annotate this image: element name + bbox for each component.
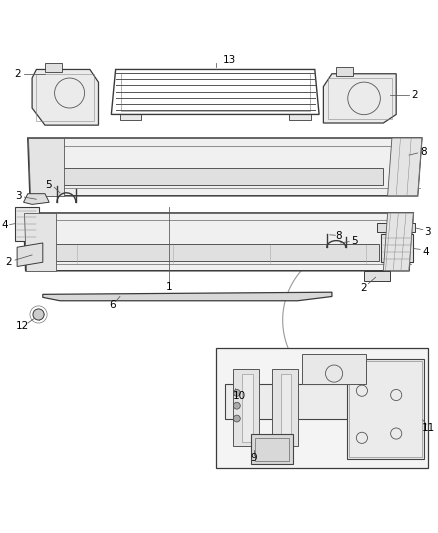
Circle shape (33, 309, 44, 320)
Text: 13: 13 (223, 55, 236, 65)
Text: 8: 8 (336, 231, 342, 241)
Text: 5: 5 (351, 236, 358, 246)
Bar (272, 369, 298, 447)
Text: 5: 5 (45, 180, 52, 190)
Bar (336, 67, 353, 76)
Text: 8: 8 (421, 147, 427, 157)
Circle shape (233, 402, 240, 409)
Bar (15, 206, 39, 241)
Text: 11: 11 (422, 423, 435, 433)
Bar (255, 438, 289, 462)
Polygon shape (24, 193, 49, 204)
Circle shape (233, 415, 240, 422)
Text: 3: 3 (424, 227, 431, 237)
Bar (36, 74, 94, 121)
Polygon shape (323, 74, 396, 123)
Bar (347, 359, 424, 459)
Text: 10: 10 (233, 391, 246, 401)
Text: 9: 9 (251, 454, 257, 463)
Polygon shape (24, 213, 56, 271)
Bar (289, 115, 311, 119)
Bar (364, 271, 390, 281)
Polygon shape (388, 138, 422, 196)
Bar (381, 235, 413, 262)
Bar (251, 433, 293, 464)
Bar (216, 348, 428, 468)
Bar (121, 73, 310, 111)
Bar (60, 168, 383, 185)
Polygon shape (383, 213, 413, 271)
Bar (45, 63, 62, 71)
Text: 2: 2 (6, 257, 12, 267)
Polygon shape (32, 69, 99, 125)
Bar (51, 244, 379, 261)
Bar (233, 369, 259, 447)
Text: 4: 4 (423, 246, 430, 256)
Polygon shape (24, 213, 413, 271)
Text: 12: 12 (16, 321, 29, 332)
Bar (328, 78, 392, 119)
Bar (225, 384, 416, 418)
Bar (302, 354, 366, 384)
Bar (377, 223, 416, 232)
Text: 1: 1 (166, 282, 173, 292)
Text: 6: 6 (110, 300, 116, 310)
Bar (120, 115, 141, 119)
Text: 2: 2 (361, 283, 367, 293)
Bar (349, 361, 422, 457)
Polygon shape (17, 243, 43, 266)
Text: 3: 3 (15, 191, 22, 201)
Polygon shape (43, 292, 332, 301)
Text: 2: 2 (14, 69, 21, 79)
Circle shape (233, 390, 240, 397)
Bar (280, 374, 291, 442)
Text: 4: 4 (1, 220, 7, 230)
Text: 2: 2 (411, 90, 417, 100)
Polygon shape (28, 138, 64, 196)
Polygon shape (28, 138, 422, 196)
Bar (242, 374, 253, 442)
